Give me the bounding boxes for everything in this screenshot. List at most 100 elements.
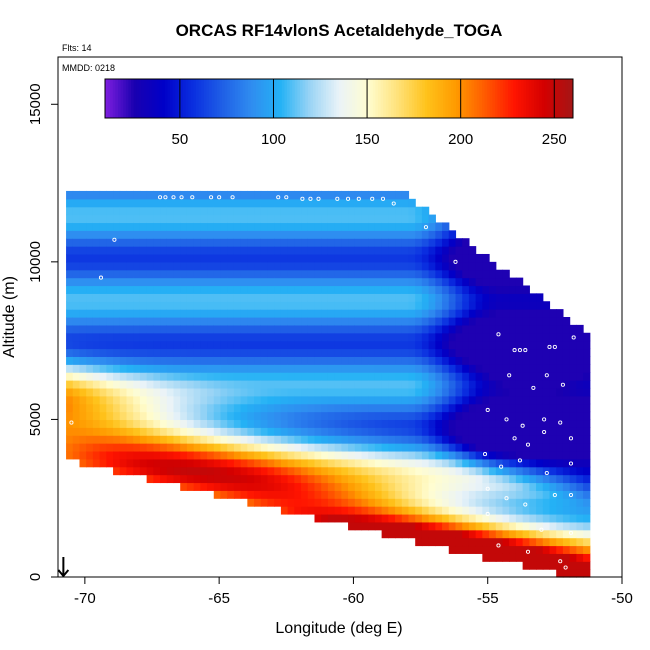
heatmap-cell <box>247 324 255 334</box>
heatmap-cell <box>321 332 329 342</box>
heatmap-cell <box>401 317 410 326</box>
heatmap-cell <box>455 246 463 255</box>
heatmap-cell <box>428 395 436 405</box>
heatmap-cell <box>207 238 215 247</box>
heatmap-cell <box>569 364 577 373</box>
colorbar-tick-label: 100 <box>261 131 286 148</box>
heatmap-cell <box>522 506 530 515</box>
heatmap-cell <box>489 521 497 531</box>
heatmap-cell <box>388 372 396 381</box>
heatmap-cell <box>240 458 248 468</box>
heatmap-cell <box>415 474 423 484</box>
heatmap-cell <box>468 380 477 389</box>
heatmap-cell <box>79 324 87 334</box>
heatmap-cell <box>569 332 577 342</box>
heatmap-cell <box>247 380 255 389</box>
heatmap-cell <box>126 427 134 436</box>
observation-point <box>504 417 509 422</box>
heatmap-cell <box>529 466 537 476</box>
heatmap-cell <box>542 561 551 570</box>
heatmap-cell <box>421 356 430 365</box>
heatmap-cell <box>180 419 188 428</box>
heatmap-cell <box>542 301 551 310</box>
heatmap-cell <box>213 348 222 357</box>
heatmap-cell <box>388 395 396 405</box>
heatmap-cell <box>173 364 181 373</box>
heatmap-cell <box>556 474 564 484</box>
heatmap-cell <box>247 253 255 263</box>
heatmap-cell <box>388 380 396 389</box>
heatmap-cell <box>556 309 564 318</box>
colorbar-segment <box>149 79 153 118</box>
heatmap-cell <box>113 450 121 460</box>
heatmap-cell <box>139 427 148 436</box>
colorbar-segment <box>287 79 291 118</box>
heatmap-cell <box>153 419 161 428</box>
heatmap-cell <box>267 214 275 224</box>
heatmap-cell <box>395 261 403 271</box>
heatmap-cell <box>421 474 430 484</box>
heatmap-cell <box>502 513 510 523</box>
heatmap-cell <box>207 340 215 350</box>
heatmap-cell <box>254 403 262 413</box>
observation-point <box>568 461 574 466</box>
colorbar-segment <box>450 79 454 118</box>
heatmap-cell <box>180 403 188 413</box>
heatmap-cell <box>489 545 497 554</box>
observation-point <box>423 225 428 230</box>
heatmap-cell <box>542 545 551 554</box>
heatmap-cell <box>113 206 121 216</box>
heatmap-cell <box>99 301 107 310</box>
heatmap-cell <box>146 332 154 342</box>
heatmap-cell <box>92 340 101 350</box>
heatmap-cell <box>99 238 107 247</box>
heatmap-cell <box>415 285 423 294</box>
heatmap-cell <box>583 545 591 554</box>
heatmap-cell <box>428 269 436 279</box>
heatmap-cell <box>482 482 490 491</box>
heatmap-cell <box>348 490 356 499</box>
heatmap-cell <box>173 435 181 444</box>
heatmap-cell <box>280 285 289 294</box>
heatmap-cell <box>287 230 295 239</box>
heatmap-cell <box>153 450 161 460</box>
heatmap-cell <box>166 324 175 334</box>
heatmap-cell <box>341 482 349 491</box>
heatmap-cell <box>583 387 591 397</box>
heatmap-cell <box>233 427 242 436</box>
observation-markers <box>69 195 576 573</box>
heatmap-cell <box>113 253 121 263</box>
heatmap-cell <box>515 364 524 373</box>
heatmap-cell <box>509 285 517 294</box>
heatmap-cell <box>153 427 161 436</box>
heatmap-cell <box>549 466 557 476</box>
heatmap-cell <box>327 246 336 255</box>
chart-title: ORCAS RF14vlonS Acetaldehyde_TOGA <box>176 21 503 40</box>
heatmap-cell <box>227 403 235 413</box>
heatmap-cell <box>173 450 181 460</box>
heatmap-cell <box>227 443 235 452</box>
heatmap-cell <box>267 230 275 239</box>
heatmap-cell <box>166 427 175 436</box>
heatmap-cell <box>583 395 591 405</box>
heatmap-cell <box>421 435 430 444</box>
heatmap-cell <box>489 324 497 334</box>
heatmap-cell <box>462 427 470 436</box>
heatmap-cell <box>247 356 255 365</box>
heatmap-cell <box>489 285 497 294</box>
heatmap-cell <box>126 356 134 365</box>
heatmap-cell <box>314 458 322 468</box>
heatmap-cell <box>160 474 168 484</box>
heatmap-cell <box>515 277 524 287</box>
colorbar-segment <box>453 79 457 118</box>
heatmap-cell <box>314 230 322 239</box>
heatmap-cell <box>274 324 282 334</box>
colorbar-segment <box>549 79 553 118</box>
heatmap-cell <box>327 222 336 231</box>
heatmap-cell <box>72 348 81 357</box>
heatmap-cell <box>193 238 201 247</box>
heatmap-cell <box>113 403 121 413</box>
heatmap-cell <box>213 332 222 342</box>
heatmap-cell <box>66 427 74 436</box>
heatmap-cell <box>556 443 564 452</box>
